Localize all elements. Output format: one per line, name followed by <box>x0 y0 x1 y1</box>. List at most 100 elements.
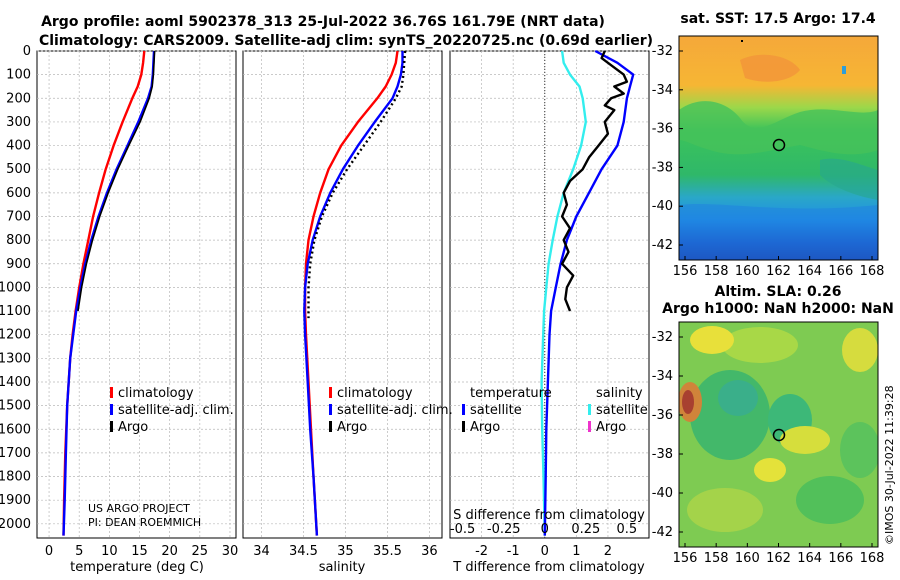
t-diff-satellite-line <box>543 49 635 536</box>
depth-tick-label: 600 <box>6 186 31 201</box>
x-axes: 0 5 10 15 20 25 30 34 34.5 35 35.5 36 -2 -1 0 1 2 <box>45 544 612 559</box>
difference-panel <box>449 50 650 539</box>
legend-swatch-t-argo <box>462 421 465 432</box>
temperature-axis-label: temperature (deg C) <box>70 560 204 575</box>
sla-map <box>679 322 878 547</box>
profile-lines <box>62 49 635 538</box>
depth-tick-label: 1100 <box>0 304 31 319</box>
sst-float-marker <box>772 138 786 152</box>
x-tick-label: 5 <box>75 544 83 559</box>
legend-swatch-argo <box>329 421 332 432</box>
depth-tick-label: 1300 <box>0 351 31 366</box>
x-tick-label: 20 <box>161 544 178 559</box>
depth-tick-label: 2000 <box>0 517 31 532</box>
sla-map-title2: Argo h1000: NaN h2000: NaN <box>662 301 894 317</box>
depth-tick-label: 200 <box>6 91 31 106</box>
principal-investigator: PI: DEAN ROEMMICH <box>88 516 201 529</box>
depth-tick-label: 900 <box>6 257 31 272</box>
legend-label-climatology: climatology <box>337 386 413 401</box>
map-lat-label: -34 <box>652 83 673 98</box>
figure-title-line1: Argo profile: aoml 5902378_313 25-Jul-20… <box>41 14 605 30</box>
legend-label-satellite: satellite-adj. clim. <box>337 403 453 418</box>
sla-map-title1: Altim. SLA: 0.26 <box>714 284 841 300</box>
map-lon-label: 166 <box>828 264 853 279</box>
temperature-argo-line <box>77 50 156 312</box>
temperature-panel <box>36 50 237 539</box>
x-tick-label: -2 <box>475 544 488 559</box>
s-diff-tick-label: 0.5 <box>617 522 638 537</box>
map-lon-label: 166 <box>828 551 853 566</box>
depth-tick-label: 300 <box>6 115 31 130</box>
x-tick-label: 36 <box>421 544 438 559</box>
depth-tick-label: 1600 <box>0 422 31 437</box>
map-lat-label: -38 <box>652 447 673 462</box>
x-tick-label: 35.5 <box>373 544 402 559</box>
legend-label-s-argo: Argo <box>596 420 626 435</box>
map-lat-label: -38 <box>652 160 673 175</box>
s-diff-tick-label: -0.25 <box>487 522 521 537</box>
difference-legend: temperature satellite Argo salinity sate… <box>462 386 648 435</box>
x-tick-label: 2 <box>604 544 612 559</box>
legend-swatch-argo <box>110 421 113 432</box>
s-diff-tick-label: 0.25 <box>571 522 600 537</box>
s-diff-tick-label: 0 <box>541 522 549 537</box>
x-tick-label: 15 <box>131 544 148 559</box>
temperature-legend: climatology satellite-adj. clim. Argo US… <box>88 386 234 529</box>
x-tick-label: 0 <box>45 544 53 559</box>
salinity-satellite-line <box>303 51 404 536</box>
depth-tick-label: 1400 <box>0 375 31 390</box>
legend-label-argo: Argo <box>337 420 367 435</box>
sla-float-marker <box>772 428 786 442</box>
x-tick-label: 25 <box>192 544 209 559</box>
map-lat-label: -42 <box>652 238 673 253</box>
legend-title-temperature: temperature <box>470 386 552 401</box>
legend-swatch-s-satellite <box>588 404 591 415</box>
x-tick-label: 35 <box>337 544 354 559</box>
depth-tick-label: 0 <box>23 44 31 59</box>
depth-tick-label: 100 <box>6 68 31 83</box>
depth-tick-label: 1200 <box>0 328 31 343</box>
s-diff-satellite-line <box>540 50 587 536</box>
map-lat-label: -32 <box>652 330 673 345</box>
map-lat-label: -36 <box>652 122 673 137</box>
map-lat-label: -34 <box>652 369 673 384</box>
map-lon-label: 162 <box>766 551 791 566</box>
depth-tick-label: 700 <box>6 209 31 224</box>
x-tick-label: 1 <box>572 544 580 559</box>
map-lon-label: 158 <box>704 264 729 279</box>
map-lon-label: 164 <box>797 551 822 566</box>
project-name: US ARGO PROJECT <box>88 502 190 515</box>
legend-label-climatology: climatology <box>118 386 194 401</box>
depth-tick-label: 800 <box>6 233 31 248</box>
imos-watermark: ©IMOS 30-Jul-2022 11:39:28 <box>883 385 896 545</box>
x-tick-label: 10 <box>101 544 118 559</box>
legend-swatch-s-argo <box>588 421 591 432</box>
legend-swatch-satellite <box>110 404 113 415</box>
legend-label-t-argo: Argo <box>470 420 500 435</box>
legend-label-satellite: satellite-adj. clim. <box>118 403 234 418</box>
panel-grids <box>37 50 649 538</box>
legend-label-s-satellite: satellite <box>596 403 648 418</box>
figure-title-line2: Climatology: CARS2009. Satellite-adj cli… <box>39 33 653 49</box>
legend-swatch-climatology <box>110 387 113 398</box>
map-lon-label: 156 <box>673 264 698 279</box>
x-tick-label: 34 <box>253 544 270 559</box>
depth-tick-label: 1000 <box>0 280 31 295</box>
x-tick-label: -1 <box>507 544 520 559</box>
s-difference-axis-label: S difference from climatology <box>453 508 645 523</box>
legend-swatch-satellite <box>329 404 332 415</box>
legend-swatch-t-satellite <box>462 404 465 415</box>
map-lat-label: -32 <box>652 44 673 59</box>
depth-tick-label: 1800 <box>0 470 31 485</box>
map-lon-label: 156 <box>673 551 698 566</box>
map-lat-label: -40 <box>652 199 673 214</box>
s-diff-tick-label: -0.5 <box>450 522 475 537</box>
map-lon-label: 160 <box>735 264 760 279</box>
salinity-panel <box>242 50 443 539</box>
t-diff-argo-line <box>560 50 629 312</box>
t-difference-axis-label: T difference from climatology <box>452 560 645 575</box>
x-tick-label: 34.5 <box>289 544 318 559</box>
legend-title-salinity: salinity <box>596 386 643 401</box>
